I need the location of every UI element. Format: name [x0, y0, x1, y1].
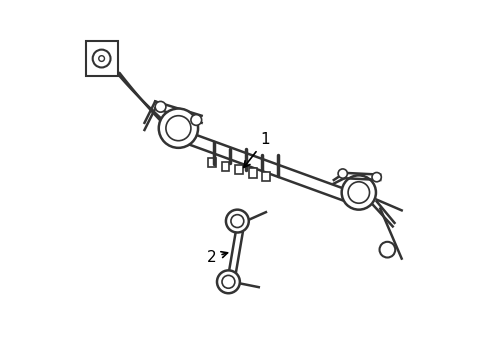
Circle shape	[230, 215, 244, 228]
Text: 1: 1	[244, 132, 270, 167]
Bar	[85, 41, 118, 76]
Circle shape	[99, 56, 104, 62]
Bar	[207, 158, 216, 167]
Bar	[262, 172, 270, 181]
Circle shape	[225, 210, 248, 233]
Bar	[235, 165, 243, 174]
Circle shape	[341, 175, 375, 210]
Circle shape	[371, 172, 381, 182]
Circle shape	[93, 50, 110, 67]
Circle shape	[190, 114, 201, 125]
Circle shape	[217, 270, 240, 293]
Circle shape	[159, 109, 198, 148]
Bar	[248, 168, 256, 178]
Circle shape	[155, 102, 165, 112]
Circle shape	[347, 182, 369, 203]
Circle shape	[222, 275, 234, 288]
Circle shape	[337, 169, 346, 178]
Bar	[221, 162, 229, 171]
Circle shape	[165, 116, 190, 141]
Text: 2: 2	[206, 250, 227, 265]
Circle shape	[379, 242, 394, 257]
